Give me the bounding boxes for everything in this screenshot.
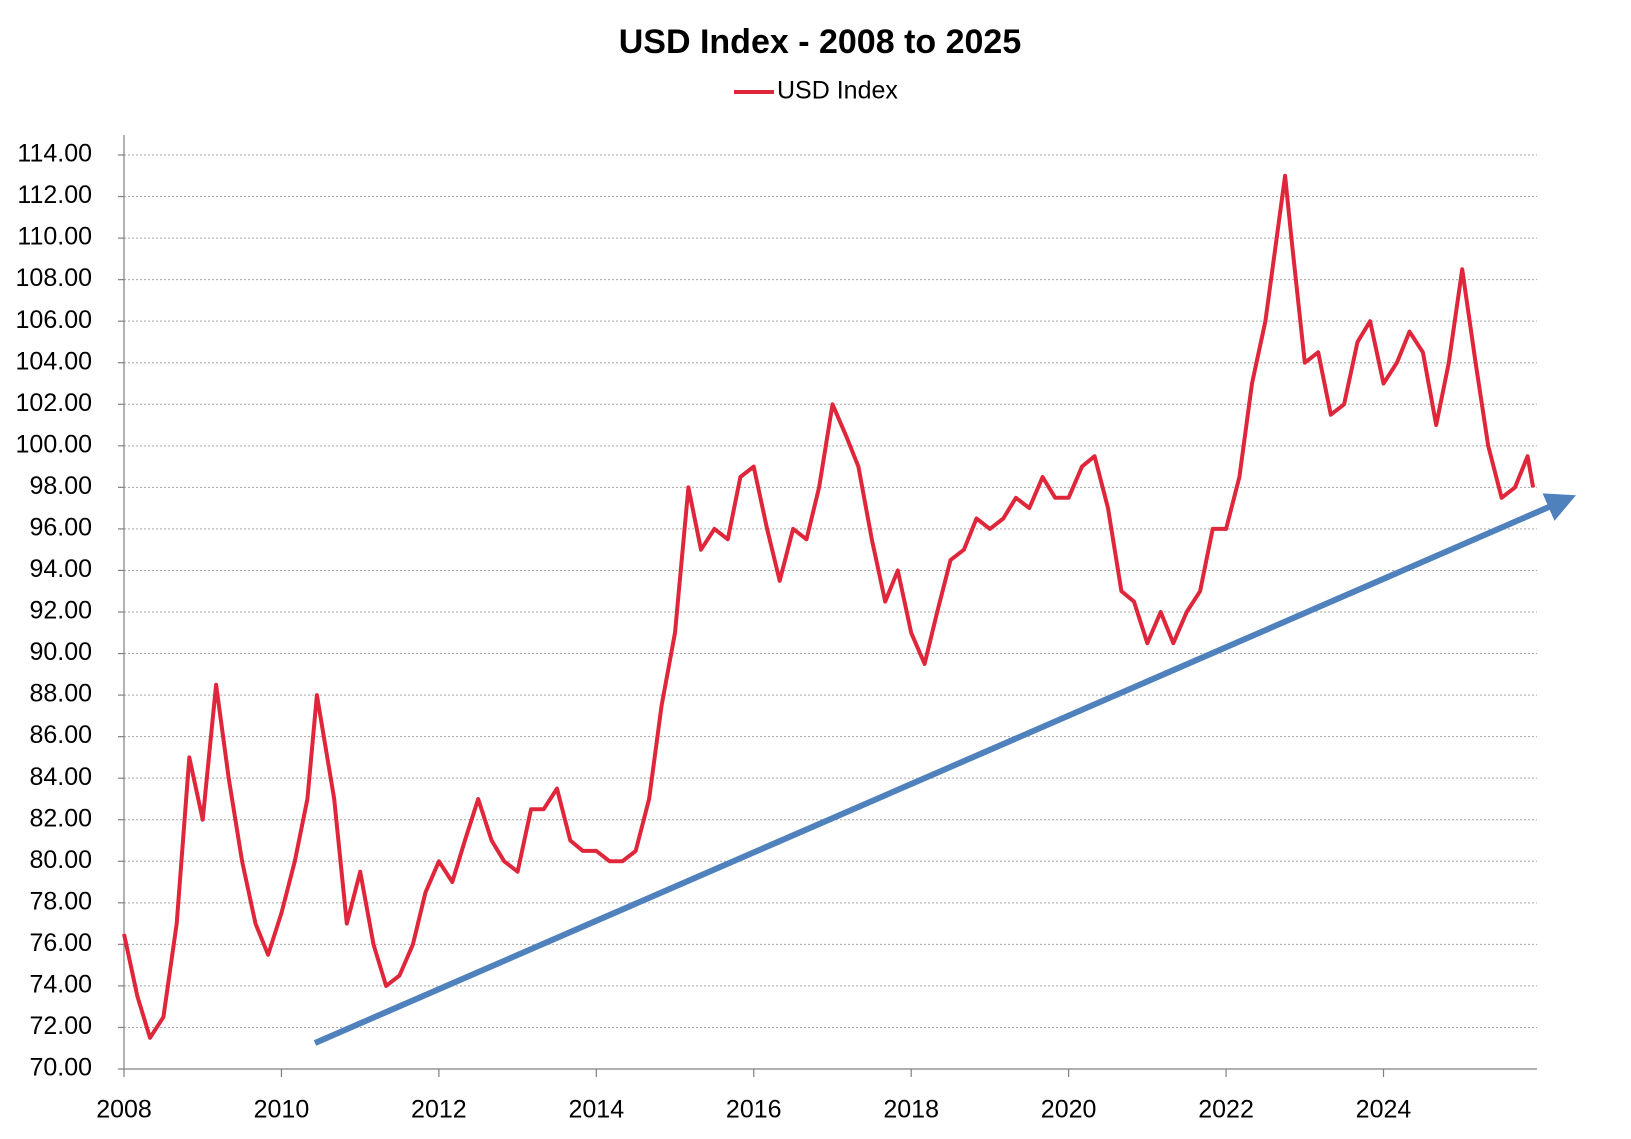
data-line: [122, 173, 1536, 1040]
x-tick-label: 2014: [568, 1096, 624, 1124]
trend-arrow: [313, 493, 1577, 1046]
x-tick-label: 2010: [254, 1096, 310, 1124]
x-tick-label: 2012: [411, 1096, 467, 1124]
y-tick-label: 108.00: [16, 264, 92, 292]
y-tick-label: 92.00: [29, 597, 92, 625]
chart-title: USD Index - 2008 to 2025: [619, 23, 1022, 61]
plot-area: [122, 173, 1536, 1040]
y-tick-label: 112.00: [17, 181, 92, 209]
x-tick-label: 2020: [1041, 1096, 1097, 1124]
x-tick-label: 2018: [883, 1096, 939, 1124]
y-tick-label: 80.00: [29, 846, 92, 874]
y-tick-label: 104.00: [16, 347, 92, 375]
y-tick-label: 102.00: [16, 389, 92, 417]
legend-label: USD Index: [777, 77, 898, 105]
y-tick-label: 90.00: [29, 638, 92, 666]
y-tick-label: 106.00: [16, 306, 92, 334]
y-tick-label: 88.00: [29, 680, 92, 708]
y-tick-label: 100.00: [16, 430, 92, 458]
y-tick-label: 96.00: [29, 514, 92, 542]
y-tick-label: 72.00: [29, 1012, 92, 1040]
y-tick-label: 110.00: [17, 223, 92, 251]
y-tick-label: 86.00: [29, 721, 92, 749]
y-tick-label: 98.00: [29, 472, 92, 500]
x-tick-label: 2016: [726, 1096, 782, 1124]
y-tick-label: 82.00: [29, 804, 92, 832]
y-tick-label: 94.00: [29, 555, 92, 583]
x-tick-label: 2008: [96, 1096, 152, 1124]
y-tick-label: 114.00: [17, 140, 92, 168]
y-tick-label: 76.00: [29, 929, 92, 957]
y-tick-label: 70.00: [29, 1054, 92, 1082]
y-tick-label: 74.00: [29, 971, 92, 999]
y-tick-label: 78.00: [29, 887, 92, 915]
y-tick-label: 84.00: [29, 763, 92, 791]
x-tick-label: 2022: [1198, 1096, 1254, 1124]
x-tick-label: 2024: [1356, 1096, 1412, 1124]
